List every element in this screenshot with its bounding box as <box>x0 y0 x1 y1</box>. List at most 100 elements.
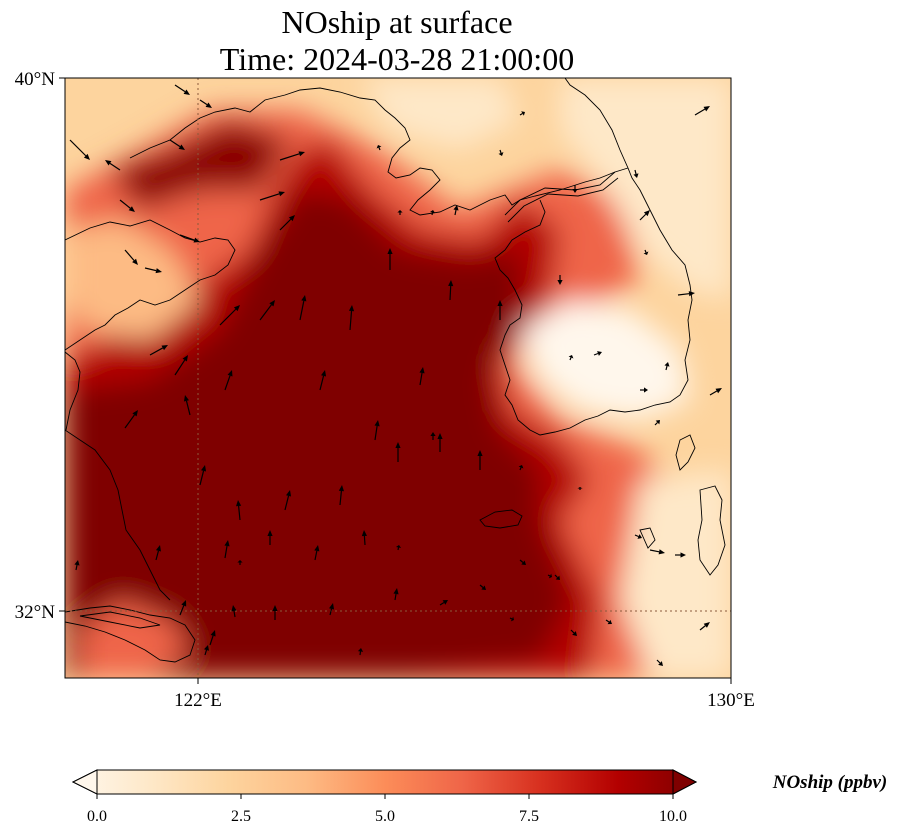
wind-arrow <box>69 139 90 160</box>
wind-arrow <box>259 300 275 321</box>
field-region-nw-max <box>110 120 290 210</box>
wind-arrow <box>361 530 367 546</box>
map-title-line2: Time: 2024-03-28 21:00:00 <box>220 41 574 77</box>
wind-arrow <box>448 280 454 301</box>
coastline-shandong <box>65 219 236 351</box>
colorbar: 0.0 2.5 5.0 7.5 10.0 NOship (ppbv) <box>71 769 887 825</box>
wind-arrow <box>570 629 577 636</box>
wind-arrow <box>429 210 436 216</box>
x-tick-label-130: 130°E <box>707 690 755 711</box>
colorbar-tick-label: 10.0 <box>659 808 687 825</box>
wind-arrow <box>572 185 578 193</box>
wind-arrow <box>633 169 639 178</box>
wind-arrow <box>149 345 168 356</box>
wind-arrow <box>105 160 121 171</box>
coastline-korea-east <box>564 78 629 169</box>
wind-arrow <box>299 295 307 321</box>
wind-arrow <box>643 249 649 255</box>
wind-arrow <box>319 370 327 391</box>
concentration-field <box>65 78 731 678</box>
y-tick-label-32: 32°N <box>15 602 56 623</box>
coastline-jiangsu <box>65 351 81 431</box>
wind-arrow <box>284 490 292 511</box>
wind-arrow <box>430 432 436 440</box>
wind-arrow <box>518 465 524 471</box>
coastline-tsushima <box>675 434 696 471</box>
wind-arrow <box>519 559 526 565</box>
coastline-chongming <box>79 611 161 629</box>
colorbar-extend-max <box>672 769 698 795</box>
wind-arrow <box>477 450 483 470</box>
wind-arrow <box>183 395 191 416</box>
coastline-goto <box>639 527 656 549</box>
wind-arrow <box>272 605 278 620</box>
coastline-yangtze <box>65 605 196 663</box>
wind-arrow <box>209 630 216 646</box>
wind-arrow <box>547 573 552 579</box>
wind-arrow <box>634 534 642 539</box>
map-panel: 122°E 130°E 40°N 32°N <box>15 69 755 711</box>
field-region-north-low <box>360 78 520 150</box>
colorbar-tick-label: 5.0 <box>375 808 395 825</box>
wind-arrow <box>605 619 612 625</box>
wind-arrow <box>675 552 686 558</box>
wind-arrow <box>656 659 663 666</box>
wind-arrow <box>497 300 503 320</box>
wind-arrow <box>174 355 188 376</box>
wind-arrow <box>314 545 320 561</box>
wind-arrow <box>557 275 563 285</box>
field-region-se-low <box>620 470 731 678</box>
wind-arrow <box>554 574 560 580</box>
wind-arrow <box>219 305 240 326</box>
field-region-ne-low <box>560 78 731 300</box>
wind-arrow <box>519 111 525 116</box>
colorbar-tick-label: 7.5 <box>519 808 539 825</box>
wind-arrow <box>279 151 305 161</box>
wind-arrow <box>357 648 364 656</box>
colorbar-tick-label: 0.0 <box>87 808 107 825</box>
wind-arrow <box>179 234 200 243</box>
wind-arrow <box>393 588 399 601</box>
wind-arrow <box>329 603 335 616</box>
wind-arrow <box>419 367 425 386</box>
wind-arrow <box>119 199 135 212</box>
wind-arrow <box>231 605 237 618</box>
wind-arrow <box>267 530 273 545</box>
wind-arrow <box>639 210 650 221</box>
wind-arrow <box>395 545 402 551</box>
wind-arrow <box>199 465 207 486</box>
wind-arrow <box>236 500 242 521</box>
field-region-sw-light <box>80 600 190 678</box>
colorbar-body <box>71 769 698 795</box>
wind-arrow <box>439 600 448 606</box>
wind-arrow <box>224 540 230 559</box>
x-tick-label-122: 122°E <box>174 690 222 711</box>
wind-arrow <box>169 139 185 150</box>
wind-arrow <box>74 560 80 571</box>
wind-arrow <box>649 549 665 555</box>
wind-arrow <box>124 249 138 265</box>
wind-arrow <box>376 145 382 151</box>
coastline-border <box>504 171 616 216</box>
wind-arrow <box>709 388 722 396</box>
wind-arrow <box>279 215 295 231</box>
map-title-line1: NOship at surface <box>281 4 512 40</box>
wind-arrow <box>179 600 187 616</box>
wind-arrow <box>479 584 486 590</box>
wind-arrow <box>654 420 660 426</box>
wind-arrow <box>699 622 710 631</box>
wind-arrow <box>124 410 138 429</box>
colorbar-ticks: 0.0 2.5 5.0 7.5 10.0 <box>87 794 687 825</box>
wind-arrow <box>509 616 514 622</box>
wind-arrow <box>155 545 161 561</box>
axis-ticks <box>59 77 732 684</box>
wind-arrow <box>437 433 443 452</box>
wind-arrow <box>224 370 233 391</box>
wind-arrow <box>577 487 583 490</box>
y-tick-label-40: 40°N <box>15 69 56 90</box>
wind-arrow <box>144 267 162 274</box>
wind-arrow <box>338 485 344 506</box>
wind-arrow <box>694 106 710 116</box>
wind-arrow <box>397 210 403 215</box>
wind-arrow <box>199 99 212 108</box>
